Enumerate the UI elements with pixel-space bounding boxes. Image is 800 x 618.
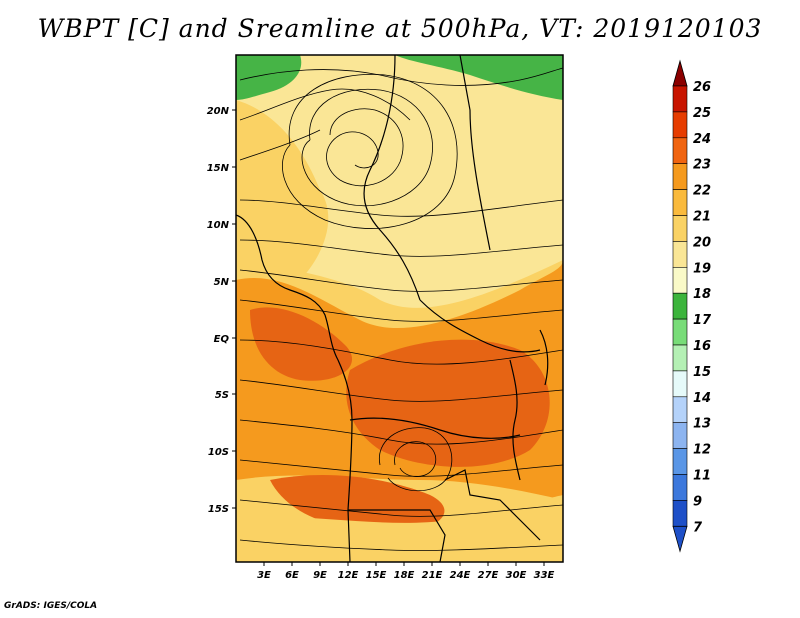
colorbar-swatch [672, 85, 688, 113]
colorbar-label: 17 [693, 313, 712, 328]
lon-label-33e: 33E [534, 570, 555, 581]
lat-tick-eq: EQ [214, 334, 236, 345]
colorbar-label: 21 [693, 210, 711, 225]
lat-tick-10s: 10S [208, 447, 236, 458]
map-plot-area [236, 55, 563, 562]
field-20-south [236, 495, 563, 562]
colorbar-label: 19 [693, 261, 711, 276]
lat-label-eq: EQ [214, 334, 230, 345]
grads-credit: GrADS: IGES/COLA [4, 601, 98, 611]
colorbar-label: 20 [693, 235, 711, 250]
lat-label-10s: 10S [208, 447, 229, 458]
colorbar-swatch [672, 111, 688, 139]
lat-label-15s: 15S [208, 504, 229, 515]
colorbar-label: 12 [693, 443, 711, 458]
lat-label-20n: 20N [207, 106, 230, 117]
colorbar-label: 14 [693, 391, 711, 406]
lat-tick-20n: 20N [207, 106, 236, 117]
lon-tick-9e: 9E [313, 562, 327, 581]
field-17-northeast [395, 55, 563, 100]
lat-label-15n: 15N [207, 163, 230, 174]
colorbar-label: 25 [693, 106, 711, 121]
colorbar-swatch [672, 344, 688, 372]
colorbar-label: 15 [693, 365, 711, 380]
colorbar-swatch [672, 474, 688, 501]
lat-tick-15n: 15N [207, 163, 236, 174]
lat-label-10n: 10N [207, 220, 230, 231]
map-frame [235, 54, 564, 563]
lat-tick-5s: 5S [215, 390, 236, 401]
lon-tick-24e: 24E [450, 562, 471, 581]
field-23-central [346, 339, 550, 467]
lon-label-21e: 21E [422, 570, 443, 581]
colorbar-label: 9 [693, 494, 702, 509]
streamlines [239, 67, 563, 551]
colorbar-swatch [672, 189, 688, 216]
lon-axis: 3E 6E 9E 12E 15E 18E 21E 24E 27E 30E 33E [257, 562, 555, 581]
colorbar-swatch [672, 241, 688, 268]
colorbar-swatch [672, 318, 688, 346]
colorbar-swatch [672, 266, 688, 294]
lat-tick-5n: 5N [214, 277, 236, 288]
colorbar-label: 24 [693, 132, 711, 147]
lat-tick-10n: 10N [207, 220, 236, 231]
colorbar-arrow-top [672, 59, 688, 87]
lon-tick-3e: 3E [257, 562, 271, 581]
lon-tick-21e: 21E [422, 562, 443, 581]
colorbar-label: 13 [693, 417, 711, 432]
lon-tick-27e: 27E [478, 562, 499, 581]
field-17-northwest [236, 55, 302, 100]
colorbar-label: 23 [693, 158, 711, 173]
lat-axis: 20N 15N 10N 5N EQ 5S 10S 15S [207, 106, 236, 515]
colorbar-swatch [672, 292, 688, 320]
lon-label-12e: 12E [338, 570, 359, 581]
lon-label-18e: 18E [394, 570, 415, 581]
lon-label-6e: 6E [285, 570, 299, 581]
colorbar-label: 11 [693, 469, 711, 484]
field-23-south [270, 475, 445, 533]
colorbar-label: 7 [693, 520, 703, 535]
colorbar-swatch [672, 396, 688, 423]
colorbar-swatch [672, 370, 688, 398]
lon-label-30e: 30E [506, 570, 527, 581]
colorbar-swatch [672, 215, 688, 242]
colorbar-swatch [672, 137, 688, 165]
lon-tick-30e: 30E [506, 562, 527, 581]
lat-tick-15s: 15S [208, 504, 236, 515]
lon-tick-15e: 15E [366, 562, 387, 581]
colorbar-swatch [672, 500, 688, 527]
colorbar: 26 25 24 23 22 21 20 19 18 17 16 15 14 13 12 11 9 7 [672, 59, 712, 553]
lon-tick-18e: 18E [394, 562, 415, 581]
colorbar-swatch [672, 422, 688, 449]
colorbar-arrow-bottom [672, 525, 688, 553]
boundaries [236, 55, 549, 562]
colorbar-label: 22 [693, 184, 711, 199]
lon-tick-6e: 6E [285, 562, 299, 581]
colorbar-label: 16 [693, 339, 711, 354]
lon-tick-33e: 33E [534, 562, 555, 581]
lon-tick-12e: 12E [338, 562, 359, 581]
colorbar-swatch [672, 163, 688, 190]
chart-title: WBPT [C] and Sreamline at 500hPa, VT: 20… [37, 14, 763, 43]
lon-label-24e: 24E [450, 570, 471, 581]
colorbar-swatch [672, 448, 688, 475]
lat-label-5n: 5N [214, 277, 230, 288]
lon-label-27e: 27E [478, 570, 499, 581]
colorbar-label: 26 [693, 80, 711, 95]
lon-label-3e: 3E [257, 570, 271, 581]
lon-label-15e: 15E [366, 570, 387, 581]
lat-label-5s: 5S [215, 390, 229, 401]
lon-label-9e: 9E [313, 570, 327, 581]
colorbar-label: 18 [693, 287, 711, 302]
